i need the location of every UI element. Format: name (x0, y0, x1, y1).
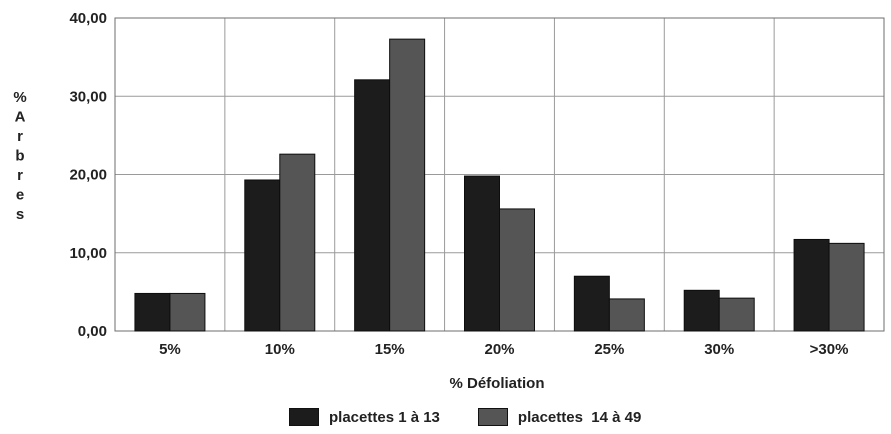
x-tick-label: >30% (810, 341, 849, 358)
bar-series-1-25% (573, 275, 610, 332)
bar-series-1-5% (134, 292, 171, 332)
y-tick-labels: 0,00 10,00 20,00 30,00 40,00 (69, 10, 107, 340)
x-tick-label: 20% (484, 341, 514, 358)
legend-item-series-2: placettes 14 à 49 (477, 408, 642, 426)
gridlines (114, 17, 885, 332)
x-tick-label: 10% (265, 341, 295, 358)
y-tick-label: 10,00 (69, 245, 107, 262)
bar-series-2-5% (169, 292, 206, 332)
bar-series-2-15% (389, 38, 426, 332)
x-tick-label: 25% (594, 341, 624, 358)
x-axis-title: % Défoliation (449, 375, 544, 392)
legend: placettes 1 à 13 placettes 14 à 49 (289, 408, 679, 426)
y-tick-label: 0,00 (78, 323, 107, 340)
y-tick-label: 20,00 (69, 167, 107, 184)
legend-item-series-1: placettes 1 à 13 (289, 408, 440, 426)
x-tick-labels: 5% 10% 15% 20% 25% 30% >30% (159, 341, 848, 358)
bar-series-2-20% (499, 208, 535, 332)
legend-swatch-series-2 (477, 408, 508, 426)
x-tick-label: 15% (375, 341, 405, 358)
bar-series-1-10% (244, 179, 281, 332)
y-tick-label: 30,00 (69, 88, 107, 105)
bar-series-2->30% (828, 242, 865, 332)
legend-swatch-series-1 (289, 408, 319, 426)
x-tick-label: 5% (159, 341, 181, 358)
bar-series-1-20% (464, 175, 500, 332)
legend-label-series-1: placettes 1 à 13 (329, 408, 440, 426)
bar-series-2-10% (279, 153, 316, 332)
bar-series-1-30% (683, 289, 720, 332)
bar-series-2-30% (718, 297, 755, 332)
bars (134, 38, 865, 332)
bar-series-1->30% (793, 238, 830, 332)
legend-label-series-2: placettes 14 à 49 (517, 408, 642, 426)
bar-series-1-15% (354, 79, 391, 332)
y-tick-label: 40,00 (69, 10, 107, 27)
x-tick-label: 30% (704, 341, 734, 358)
bar-series-2-25% (608, 298, 645, 332)
